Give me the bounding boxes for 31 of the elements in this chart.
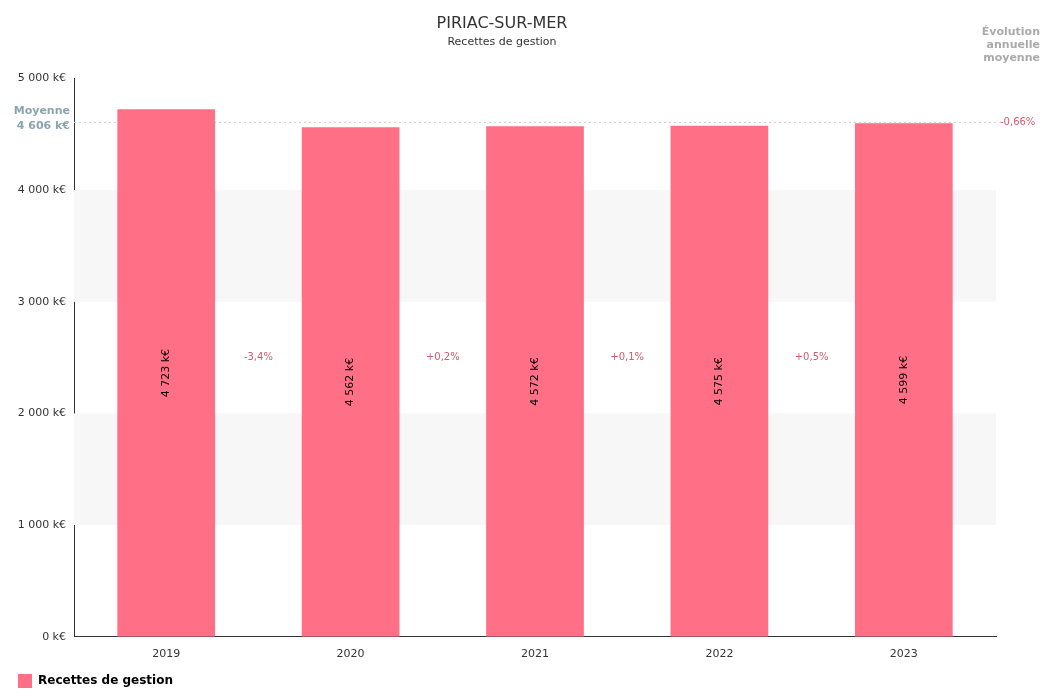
text: Évolution annuelle moyenne: [981, 24, 1040, 64]
chart-title: PIRIAC-SUR-MER: [436, 12, 568, 32]
data-label: 4 599 k€: [896, 355, 910, 405]
data-label: 4 562 k€: [343, 357, 357, 407]
x-tick-label: 2021: [521, 647, 549, 661]
y-tick-label: 1 000 k€: [17, 517, 66, 531]
bar: [117, 109, 216, 637]
chart-subtitle: Recettes de gestion: [447, 34, 557, 48]
y-tick-label: 2 000 k€: [17, 406, 66, 420]
y-tick-label: 4 000 k€: [17, 182, 66, 196]
y-tick-label: 0 k€: [42, 629, 66, 643]
bar: [670, 125, 769, 637]
bar: [854, 123, 953, 637]
annotation: +0,1%: [610, 351, 645, 363]
y-tick-label: 5 000 k€: [17, 71, 66, 85]
x-tick-label: 2022: [705, 647, 734, 661]
annotation: +0,5%: [794, 351, 829, 363]
annotation: +0,2%: [425, 351, 460, 363]
ref-line-label: Moyenne 4 606 k€: [13, 104, 70, 133]
x-tick-label: 2023: [889, 647, 918, 661]
data-label: 4 575 k€: [712, 357, 726, 406]
data-label: 4 572 k€: [527, 357, 541, 406]
x-tick-label: 2019: [152, 647, 181, 661]
bar: [486, 126, 584, 637]
x-tick-label: 2020: [336, 647, 365, 661]
text: -0,66%: [1000, 116, 1036, 127]
bar: [301, 127, 400, 637]
legend-label: Recettes de gestion: [38, 673, 173, 688]
data-label: 4 723 k€: [159, 348, 173, 398]
annotation: -3,4%: [243, 351, 273, 363]
y-tick-label: 3 000 k€: [17, 294, 66, 308]
